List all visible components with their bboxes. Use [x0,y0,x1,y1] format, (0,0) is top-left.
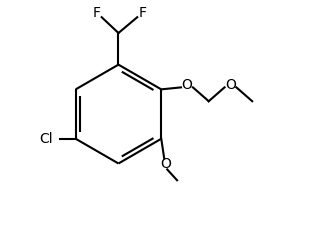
Text: O: O [225,78,236,92]
Text: Cl: Cl [39,132,53,146]
Text: F: F [93,6,101,20]
Text: O: O [160,158,171,171]
Text: F: F [138,6,146,20]
Text: O: O [182,78,192,92]
